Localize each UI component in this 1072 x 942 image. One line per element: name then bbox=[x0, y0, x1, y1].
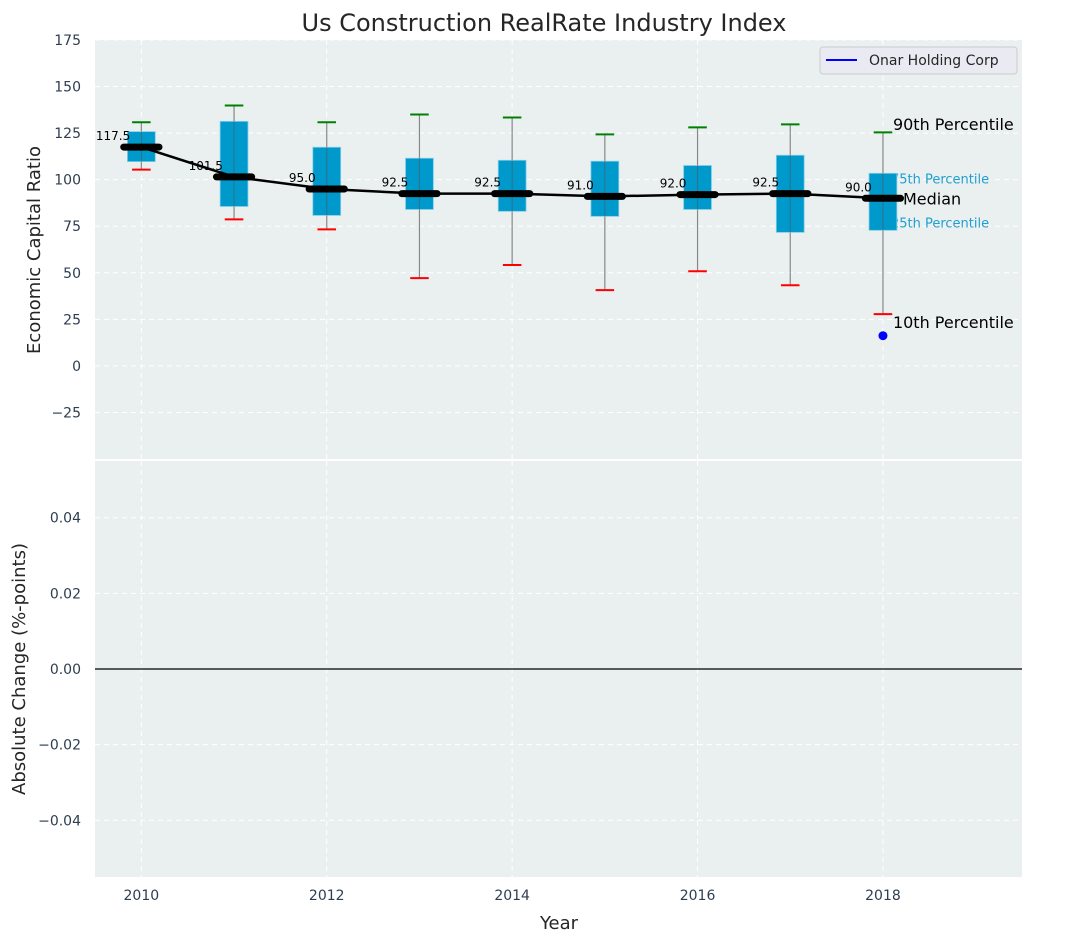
annotation-label: 25th Percentile bbox=[891, 216, 989, 231]
annotation-label: 90th Percentile bbox=[893, 115, 1014, 134]
y-tick-label: 75 bbox=[63, 219, 81, 235]
y-tick-label: 150 bbox=[54, 80, 81, 96]
x-tick-label: 2018 bbox=[865, 888, 901, 904]
top-y-axis-label: Economic Capital Ratio bbox=[24, 146, 45, 354]
legend-label: Onar Holding Corp bbox=[869, 53, 999, 69]
y-tick-label: 0.04 bbox=[50, 511, 81, 527]
annotation-label: 10th Percentile bbox=[893, 313, 1014, 332]
y-tick-label: 0 bbox=[72, 359, 81, 375]
top-axes: −25 0 25 50 75 100 125 150 175 90th Percentile 75t… bbox=[51, 33, 1022, 459]
annotation-label: 75th Percentile bbox=[891, 173, 989, 188]
x-tick-label: 2010 bbox=[124, 888, 160, 904]
y-tick-label: −0.04 bbox=[38, 813, 81, 829]
annotation-label: Median bbox=[903, 189, 961, 208]
median-value-label: 92.0 bbox=[660, 177, 687, 191]
median-value-label: 117.5 bbox=[96, 129, 130, 143]
y-tick-label: 0.02 bbox=[50, 586, 81, 602]
x-tick-label: 2014 bbox=[494, 888, 530, 904]
median-value-label: 91.0 bbox=[567, 178, 594, 192]
y-tick-label: −0.02 bbox=[38, 738, 81, 754]
y-tick-label: 25 bbox=[63, 312, 81, 328]
y-tick-label: 125 bbox=[54, 126, 81, 142]
company-point bbox=[878, 331, 888, 341]
chart-title: Us Construction RealRate Industry Index bbox=[302, 9, 787, 37]
y-tick-label: 0.00 bbox=[50, 662, 81, 678]
bottom-axes: 2010 2012 2014 2016 2018 −0.04 −0.02 0.00 0.02 0.… bbox=[38, 461, 1022, 904]
bottom-y-axis-label: Absolute Change (%-points) bbox=[9, 543, 30, 795]
y-tick-label: 175 bbox=[54, 33, 81, 49]
x-tick-label: 2012 bbox=[309, 888, 345, 904]
median-value-label: 92.5 bbox=[474, 176, 501, 190]
y-tick-label: 50 bbox=[63, 266, 81, 282]
x-tick-label: 2016 bbox=[680, 888, 716, 904]
median-value-label: 92.5 bbox=[382, 176, 409, 190]
y-tick-label: −25 bbox=[51, 405, 81, 421]
top-axes-background bbox=[95, 40, 1022, 459]
median-value-label: 95.0 bbox=[289, 171, 316, 185]
median-value-label: 92.5 bbox=[752, 176, 779, 190]
median-value-label: 90.0 bbox=[845, 180, 872, 194]
legend: Onar Holding Corp bbox=[819, 46, 1018, 75]
x-axis-label: Year bbox=[539, 913, 579, 934]
y-tick-label: 100 bbox=[54, 173, 81, 189]
